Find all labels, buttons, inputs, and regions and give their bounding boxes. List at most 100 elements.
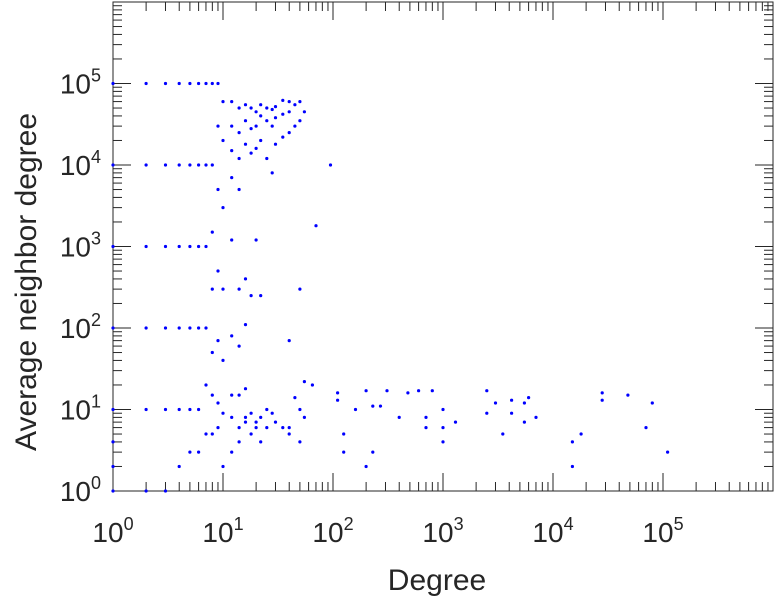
- data-point: [210, 350, 214, 355]
- data-point: [163, 81, 168, 86]
- data-point: [243, 415, 248, 419]
- data-point: [501, 432, 505, 436]
- data-point: [237, 287, 241, 291]
- data-point: [265, 119, 269, 123]
- data-point: [265, 156, 269, 161]
- data-point: [216, 426, 220, 430]
- data-point: [210, 81, 214, 86]
- data-point: [177, 407, 181, 412]
- data-point: [336, 391, 340, 395]
- data-point: [111, 407, 115, 412]
- data-point: [485, 411, 489, 415]
- data-point: [281, 98, 285, 102]
- y-tick-label: 105: [60, 66, 101, 100]
- data-point: [493, 401, 498, 405]
- data-point: [163, 407, 168, 412]
- data-point: [287, 426, 291, 430]
- data-point: [204, 81, 208, 86]
- data-point: [270, 124, 274, 128]
- data-point: [302, 415, 306, 419]
- data-point: [570, 440, 575, 444]
- data-point: [237, 106, 241, 110]
- data-point: [298, 119, 302, 123]
- data-point: [163, 244, 168, 249]
- data-point: [259, 415, 263, 419]
- data-point: [216, 401, 220, 405]
- data-point: [230, 149, 234, 153]
- data-point: [111, 244, 115, 249]
- data-point: [197, 81, 201, 86]
- data-point: [259, 440, 263, 444]
- data-point: [287, 131, 291, 135]
- data-point: [230, 393, 234, 397]
- data-point: [216, 269, 220, 273]
- data-point: [111, 326, 115, 330]
- data-point: [265, 407, 269, 412]
- data-point: [281, 112, 285, 116]
- data-point: [230, 100, 234, 104]
- data-point: [188, 244, 192, 249]
- data-point: [527, 396, 531, 400]
- data-point: [302, 110, 306, 114]
- data-point: [287, 432, 291, 436]
- data-point: [204, 383, 208, 387]
- data-point: [243, 142, 248, 146]
- data-point: [210, 432, 214, 436]
- data-point: [254, 238, 258, 242]
- data-point: [570, 464, 575, 469]
- data-point: [237, 187, 241, 192]
- data-point: [364, 464, 368, 469]
- data-point: [204, 432, 208, 436]
- x-tick-label: 105: [642, 514, 683, 548]
- data-point: [163, 326, 168, 330]
- data-point: [287, 110, 291, 114]
- data-point: [424, 415, 428, 419]
- x-axis-label: Degree: [388, 564, 486, 597]
- data-point: [534, 415, 538, 419]
- data-point: [111, 81, 115, 86]
- data-point: [221, 411, 225, 415]
- data-point: [237, 344, 241, 348]
- data-point: [204, 326, 208, 330]
- data-point: [666, 450, 670, 454]
- data-point: [243, 103, 248, 107]
- data-point: [371, 450, 375, 454]
- x-tick-labels: 100 101 102 103 104 105: [92, 514, 683, 548]
- data-point: [249, 106, 253, 110]
- data-point: [453, 420, 458, 424]
- y-axis-label: Average neighbor degree: [10, 113, 43, 451]
- data-point: [364, 389, 368, 393]
- x-tick-label: 102: [312, 514, 353, 548]
- data-point: [249, 411, 253, 415]
- data-point: [243, 387, 248, 391]
- data-point: [579, 432, 583, 436]
- data-point: [111, 464, 115, 469]
- data-point: [298, 440, 302, 444]
- data-point: [177, 464, 181, 469]
- data-point: [328, 163, 333, 167]
- data-point: [210, 230, 214, 234]
- data-point: [144, 244, 148, 249]
- data-point: [197, 407, 201, 412]
- data-point: [221, 464, 225, 469]
- data-point: [270, 107, 274, 112]
- data-point: [485, 389, 489, 393]
- data-point: [522, 401, 527, 405]
- data-point: [188, 163, 192, 167]
- data-point: [243, 119, 248, 123]
- data-point: [265, 426, 269, 430]
- data-point: [424, 426, 428, 430]
- data-point: [216, 81, 220, 86]
- data-point: [221, 358, 225, 362]
- data-point: [197, 326, 201, 330]
- data-point: [293, 124, 297, 128]
- data-point: [230, 176, 234, 180]
- data-point: [144, 163, 148, 167]
- data-point: [650, 401, 654, 405]
- data-point: [273, 420, 278, 424]
- data-point: [293, 103, 297, 107]
- data-point: [310, 383, 314, 387]
- data-point: [144, 326, 148, 330]
- x-tick-label: 101: [202, 514, 243, 548]
- data-point: [259, 294, 263, 298]
